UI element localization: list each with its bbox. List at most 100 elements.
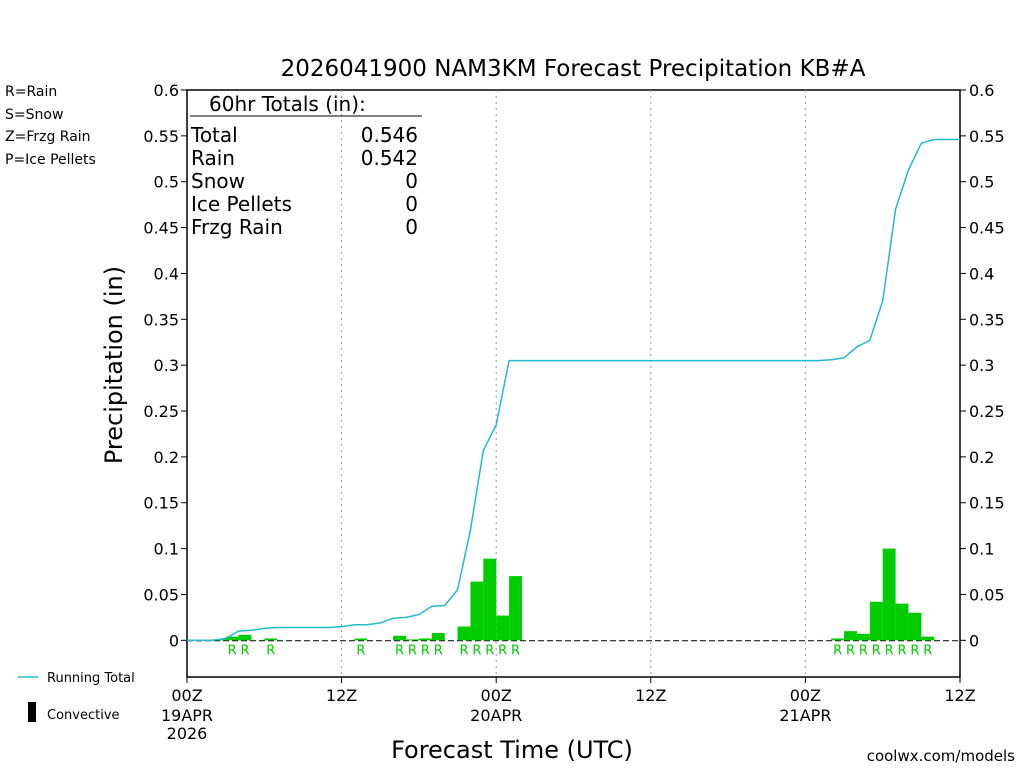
precip-bar	[264, 638, 278, 641]
y-tick-label-left: 0.4	[154, 264, 179, 283]
y-tick-label-left: 0	[169, 631, 179, 650]
totals-value-ice-pellets: 0	[405, 192, 418, 216]
precip-bar	[457, 626, 471, 641]
rain-marker: R	[228, 643, 237, 658]
precip-bar	[895, 603, 909, 641]
y-tick-label-left: 0.45	[143, 219, 179, 238]
x-tick-label-date: 19APR	[161, 706, 213, 725]
rain-marker: R	[266, 643, 275, 658]
y-tick-label-right: 0.35	[969, 310, 1005, 329]
rain-marker: R	[898, 643, 907, 658]
precip-bar	[238, 634, 252, 641]
y-tick-label-left: 0.6	[154, 81, 179, 100]
x-tick-label-time: 00Z	[790, 686, 821, 705]
x-tick-label-time: 12Z	[326, 686, 357, 705]
x-tick-label-date: 21APR	[779, 706, 831, 725]
precip-bar	[844, 631, 857, 641]
legend-ice-pellets: P=Ice Pellets	[5, 152, 96, 168]
x-tick-label-year: 2026	[167, 724, 208, 743]
precip-bar	[393, 635, 407, 641]
precip-type-legend: R=Rain S=Snow Z=Frzg Rain P=Ice Pellets	[5, 84, 96, 168]
totals-label-frzg-rain: Frzg Rain	[191, 215, 283, 239]
precip-bar	[470, 581, 484, 641]
y-tick-label-right: 0.4	[969, 264, 994, 283]
rain-marker: R	[498, 643, 507, 658]
y-tick-label-right: 0.5	[969, 173, 994, 192]
rain-marker: R	[395, 643, 404, 658]
x-tick-label-time: 00Z	[481, 686, 512, 705]
totals-label-ice-pellets: Ice Pellets	[191, 192, 292, 216]
rain-marker: R	[833, 643, 842, 658]
precip-bar	[908, 612, 922, 641]
grid-lines	[341, 90, 806, 677]
precip-bar	[431, 632, 445, 641]
rain-marker: R	[859, 643, 868, 658]
rain-marker: R	[421, 643, 430, 658]
rain-marker: R	[872, 643, 881, 658]
x-tick-label-time: 12Z	[635, 686, 666, 705]
precip-bar	[225, 636, 239, 641]
y-tick-label-left: 0.05	[143, 585, 179, 604]
rain-marker: R	[511, 643, 520, 658]
y-tick-label-left: 0.5	[154, 173, 179, 192]
y-tick-label-left: 0.15	[143, 494, 179, 513]
rain-marker: R	[408, 643, 417, 658]
precip-bar	[354, 638, 368, 641]
y-axis-ticks: 0 00.05 0.050.1 0.10.15 0.150.2 0.20.25 0.250.…	[143, 81, 1004, 650]
line-legend: Running Total Convective	[18, 671, 135, 723]
precip-bar	[856, 633, 870, 641]
precip-bar	[831, 638, 845, 641]
precip-bar	[406, 639, 419, 641]
totals-box: 60hr Totals (in): Total 0.546 Rain 0.542…	[190, 92, 422, 239]
chart-title: 2026041900 NAM3KM Forecast Precipitation…	[281, 56, 866, 82]
totals-value-rain: 0.542	[361, 146, 418, 170]
y-tick-label-left: 0.25	[143, 402, 179, 421]
x-axis-label: Forecast Time (UTC)	[391, 736, 633, 764]
rain-marker: R	[434, 643, 443, 658]
precip-bar	[483, 558, 497, 641]
hourly-precip-bars	[212, 548, 935, 641]
y-tick-label-left: 0.2	[154, 448, 179, 467]
x-tick-label-date: 20APR	[470, 706, 522, 725]
y-tick-label-right: 0.6	[969, 81, 994, 100]
precip-bar	[496, 615, 510, 641]
totals-value-total: 0.546	[361, 123, 418, 147]
x-tick-label-time: 12Z	[944, 686, 975, 705]
rain-marker: R	[923, 643, 932, 658]
y-tick-label-left: 0.3	[154, 356, 179, 375]
y-tick-label-left: 0.55	[143, 127, 179, 146]
precip-bar	[869, 601, 883, 641]
rain-marker: R	[459, 643, 468, 658]
credit-text: coolwx.com/models	[867, 747, 1015, 765]
y-tick-label-right: 0.1	[969, 540, 994, 559]
convective-legend-label: Convective	[47, 708, 120, 723]
x-tick-label-time: 00Z	[171, 686, 202, 705]
running-total-line	[187, 138, 960, 642]
y-axis-label: Precipitation (in)	[100, 266, 128, 464]
legend-rain: R=Rain	[5, 84, 57, 100]
plot-frame	[186, 89, 961, 678]
totals-label-snow: Snow	[191, 169, 245, 193]
precip-bar	[921, 636, 935, 641]
convective-legend-swatch	[28, 702, 36, 722]
y-tick-label-right: 0.2	[969, 448, 994, 467]
rain-marker: R	[846, 643, 855, 658]
y-tick-label-right: 0	[969, 631, 979, 650]
y-tick-label-right: 0.3	[969, 356, 994, 375]
totals-value-frzg-rain: 0	[405, 215, 418, 239]
totals-label-rain: Rain	[191, 146, 235, 170]
rain-marker: R	[910, 643, 919, 658]
totals-label-total: Total	[190, 123, 238, 147]
y-tick-label-left: 0.35	[143, 310, 179, 329]
y-tick-label-right: 0.45	[969, 219, 1005, 238]
precip-bar	[418, 638, 432, 641]
y-tick-label-right: 0.55	[969, 127, 1005, 146]
precip-bar	[882, 548, 896, 641]
totals-value-snow: 0	[405, 169, 418, 193]
y-tick-label-right: 0.15	[969, 494, 1005, 513]
precip-bar	[509, 576, 522, 641]
rain-marker: R	[240, 643, 249, 658]
legend-freezing-rain: Z=Frzg Rain	[5, 129, 91, 145]
